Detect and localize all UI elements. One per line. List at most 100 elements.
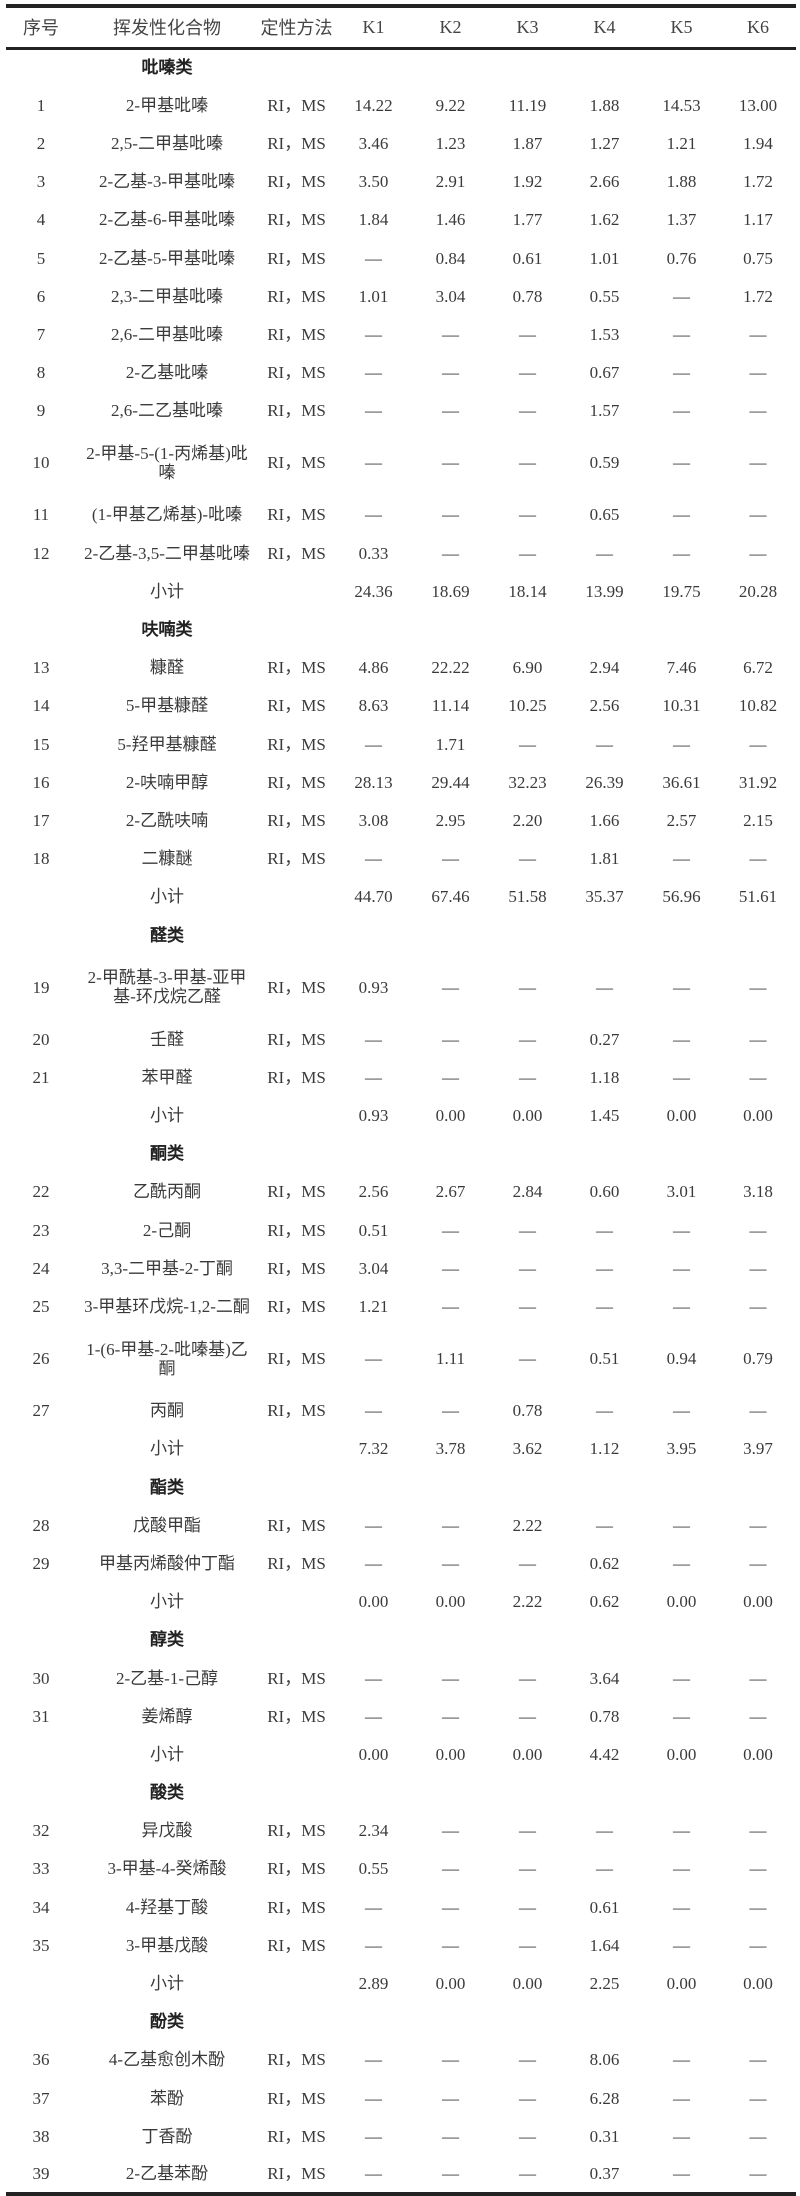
empty-cell bbox=[335, 1621, 412, 1659]
category-row: 酯类 bbox=[6, 1468, 796, 1506]
subtotal-k4: 4.42 bbox=[589, 1744, 620, 1764]
value-k1: — bbox=[365, 1553, 382, 1573]
value-k1: 1.84 bbox=[358, 210, 389, 230]
empty-cell bbox=[258, 1774, 335, 1812]
table-row: 10 2-甲基-5-(1-丙烯基)吡嗪 RI，MS — — — 0.59 — — bbox=[6, 430, 796, 496]
category-label: 吡嗪类 bbox=[141, 58, 193, 78]
value-k3: — bbox=[519, 1349, 536, 1369]
value-k4: 0.60 bbox=[589, 1182, 620, 1202]
value-k5: 2.57 bbox=[666, 810, 697, 830]
value-k1: — bbox=[365, 2126, 382, 2146]
value-k1: — bbox=[365, 1668, 382, 1688]
compound-name: 2-乙基-5-甲基吡嗪 bbox=[99, 248, 235, 268]
row-index: 8 bbox=[36, 363, 46, 383]
value-k6: — bbox=[720, 2155, 796, 2196]
value-k2: — bbox=[442, 401, 459, 421]
value-k2: 29.44 bbox=[431, 772, 470, 792]
value-k5: — bbox=[673, 2050, 690, 2070]
empty-cell bbox=[412, 1621, 489, 1659]
table-row: 16 2-呋喃甲醇 RI，MS 28.13 29.44 32.23 26.39 36.61 31… bbox=[6, 763, 796, 801]
empty-cell bbox=[6, 48, 76, 86]
value-k6: — bbox=[749, 1859, 767, 1879]
method: RI，MS bbox=[267, 734, 326, 754]
value-k4: — bbox=[596, 1401, 613, 1421]
value-k2: 9.22 bbox=[435, 95, 466, 115]
subtotal-k2: 0.00 bbox=[435, 1106, 466, 1126]
empty-cell bbox=[335, 1135, 412, 1173]
empty-cell bbox=[335, 610, 412, 648]
value-k6: — bbox=[749, 543, 767, 563]
value-k6: — bbox=[749, 1220, 767, 1240]
category-label: 酮类 bbox=[150, 1144, 184, 1164]
value-k4: 1.01 bbox=[589, 248, 620, 268]
table-row: 22 乙酰丙酮 RI，MS 2.56 2.67 2.84 0.60 3.01 3.18 bbox=[6, 1173, 796, 1211]
value-k4: — bbox=[596, 1821, 613, 1841]
method: RI，MS bbox=[267, 696, 326, 716]
value-k3: 2.84 bbox=[512, 1182, 543, 1202]
method: RI，MS bbox=[267, 363, 326, 383]
category-label: 酯类 bbox=[150, 1477, 184, 1497]
empty-cell bbox=[258, 1735, 335, 1773]
value-k3: — bbox=[519, 543, 536, 563]
method: RI，MS bbox=[267, 1897, 326, 1917]
value-k3: — bbox=[519, 2050, 536, 2070]
value-k5: 1.88 bbox=[666, 172, 697, 192]
value-k4: — bbox=[596, 734, 613, 754]
value-k4: 2.94 bbox=[589, 658, 620, 678]
value-k6: — bbox=[749, 1821, 767, 1841]
empty-cell bbox=[6, 1735, 76, 1773]
table-row: 2 2,5-二甲基吡嗪 RI，MS 3.46 1.23 1.87 1.27 1.21 1.94 bbox=[6, 124, 796, 162]
value-k5: 3.01 bbox=[666, 1182, 697, 1202]
method: RI，MS bbox=[267, 505, 326, 525]
row-index: 39 bbox=[6, 2155, 76, 2196]
subtotal-k1: 0.93 bbox=[358, 1106, 389, 1126]
subtotal-k3: 18.14 bbox=[508, 581, 547, 601]
value-k6: — bbox=[749, 2126, 767, 2146]
empty-cell bbox=[720, 48, 796, 86]
row-index: 2 bbox=[36, 133, 46, 153]
value-k1: — bbox=[365, 453, 382, 473]
value-k4: 1.62 bbox=[589, 210, 620, 230]
subtotal-k1: 2.89 bbox=[358, 1974, 389, 1994]
empty-cell bbox=[258, 610, 335, 648]
value-k2: — bbox=[442, 2050, 459, 2070]
compound-name: 2-乙基吡嗪 bbox=[125, 363, 209, 383]
header-row: 序号 挥发性化合物 定性方法 K1 K2 K3 K4 K5 K6 bbox=[6, 4, 796, 50]
method: RI，MS bbox=[267, 1859, 326, 1879]
category-row: 吡嗪类 bbox=[6, 48, 796, 86]
compound-name: 3-甲基-4-癸烯酸 bbox=[107, 1859, 227, 1879]
value-k2: 0.84 bbox=[435, 248, 466, 268]
value-k4: — bbox=[596, 1859, 613, 1879]
value-k3: — bbox=[519, 849, 536, 869]
compound-name: 二糠醚 bbox=[141, 849, 193, 869]
value-k1: 2.34 bbox=[358, 1821, 389, 1841]
value-k5: — bbox=[643, 2155, 720, 2196]
value-k6: 6.72 bbox=[743, 658, 773, 678]
value-k1: 1.01 bbox=[358, 286, 389, 306]
volatile-compounds-table: 序号 挥发性化合物 定性方法 K1 K2 K3 K4 K5 K6 吡嗪类 1 2-甲基吡嗪 RI，MS… bbox=[6, 4, 796, 2196]
value-k6: — bbox=[749, 401, 767, 421]
value-k2: 11.14 bbox=[431, 696, 470, 716]
compound-name: (1-甲基乙烯基)-吡嗪 bbox=[91, 505, 243, 525]
value-k4: 2.56 bbox=[589, 696, 620, 716]
value-k6: — bbox=[749, 1897, 767, 1917]
table-row: 33 3-甲基-4-癸烯酸 RI，MS 0.55 — — — — — bbox=[6, 1850, 796, 1888]
table-row: 27 丙酮 RI，MS — — 0.78 — — — bbox=[6, 1392, 796, 1430]
empty-cell bbox=[720, 1468, 796, 1506]
value-k3: — bbox=[519, 1297, 536, 1317]
row-index: 22 bbox=[32, 1182, 50, 1202]
empty-cell bbox=[412, 610, 489, 648]
empty-cell bbox=[566, 2003, 643, 2041]
value-k2: — bbox=[442, 1029, 459, 1049]
table-row: 26 1-(6-甲基-2-吡嗪基)乙酮 RI，MS — 1.11 — 0.51 0.94 0.7… bbox=[6, 1326, 796, 1392]
subtotal-k5: 0.00 bbox=[666, 1974, 697, 1994]
empty-cell bbox=[489, 1621, 566, 1659]
value-k3: — bbox=[519, 1067, 536, 1087]
value-k3: — bbox=[519, 1668, 536, 1688]
row-index: 36 bbox=[32, 2050, 50, 2070]
value-k2: — bbox=[442, 1515, 459, 1535]
empty-cell bbox=[6, 2003, 76, 2041]
value-k6: — bbox=[749, 2088, 767, 2108]
value-k1: — bbox=[365, 401, 382, 421]
value-k3: — bbox=[519, 1821, 536, 1841]
